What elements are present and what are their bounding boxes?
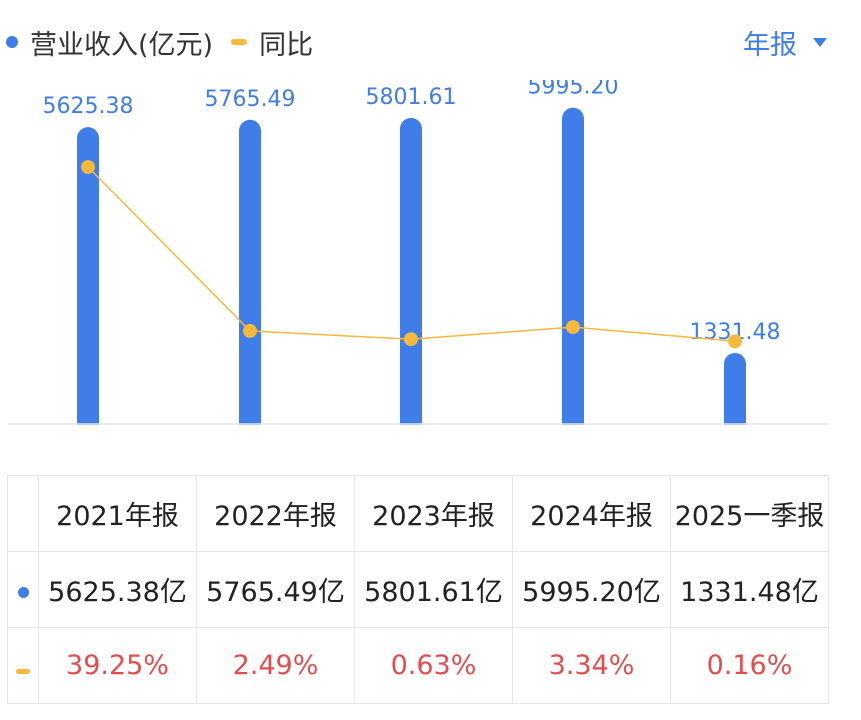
table-header-cell: 2021年报 <box>38 475 197 552</box>
yoy-point <box>81 160 95 174</box>
table-corner-cell <box>7 475 39 552</box>
table-header-cell: 2022年报 <box>196 475 355 552</box>
yoy-point <box>566 320 580 335</box>
bar-value-label: 5625.38 <box>43 94 134 119</box>
revenue-cell: 1331.48亿 <box>670 551 829 628</box>
data-table: 2021年报 2022年报 2023年报 2024年报 2025一季报 5625… <box>7 475 829 704</box>
revenue-dot-icon <box>17 587 29 598</box>
revenue-legend-label: 营业收入(亿元) <box>30 29 214 61</box>
table-header-cell: 2024年报 <box>512 475 671 552</box>
growth-cell: 39.25% <box>38 627 197 704</box>
revenue-bar <box>77 127 99 430</box>
table-header-cell: 2023年报 <box>354 475 513 552</box>
revenue-legend-dot <box>6 36 18 48</box>
growth-cell: 2.49% <box>196 627 355 704</box>
growth-cell: 3.34% <box>512 627 671 704</box>
caret-down-icon <box>813 37 827 47</box>
revenue-cell: 5765.49亿 <box>196 551 355 628</box>
bar-value-label: 5995.20 <box>528 80 619 100</box>
yoy-point <box>728 334 742 349</box>
revenue-row-marker <box>7 551 39 628</box>
revenue-bar <box>400 117 422 430</box>
yoy-point <box>243 323 257 338</box>
table-row-growth: 39.25% 2.49% 0.63% 3.34% 0.16% <box>7 627 829 704</box>
period-selector-label: 年报 <box>743 29 797 61</box>
yoy-legend-dash <box>231 39 248 45</box>
revenue-cell: 5625.38亿 <box>38 551 197 628</box>
revenue-cell: 5995.20亿 <box>512 551 671 628</box>
revenue-bar <box>562 107 584 430</box>
table-header-cell: 2025一季报 <box>670 475 829 552</box>
baseline-mask <box>0 425 861 430</box>
yoy-legend-label: 同比 <box>259 29 314 61</box>
period-selector[interactable]: 年报 <box>743 22 827 62</box>
bar-value-label: 5801.61 <box>366 85 457 110</box>
table-row-revenue: 5625.38亿 5765.49亿 5801.61亿 5995.20亿 1331… <box>7 551 829 628</box>
revenue-bar <box>724 352 746 430</box>
chart-legend: 营业收入(亿元) 同比 <box>6 22 313 62</box>
growth-cell: 0.63% <box>354 627 513 704</box>
growth-row-marker <box>7 627 39 704</box>
revenue-cell: 5801.61亿 <box>354 551 513 628</box>
yoy-point <box>404 332 418 347</box>
bar-value-label: 5765.49 <box>205 87 296 112</box>
yoy-dash-icon <box>16 669 30 674</box>
growth-cell: 0.16% <box>670 627 829 704</box>
revenue-bar <box>239 119 261 430</box>
table-header-row: 2021年报 2022年报 2023年报 2024年报 2025一季报 <box>7 475 829 552</box>
